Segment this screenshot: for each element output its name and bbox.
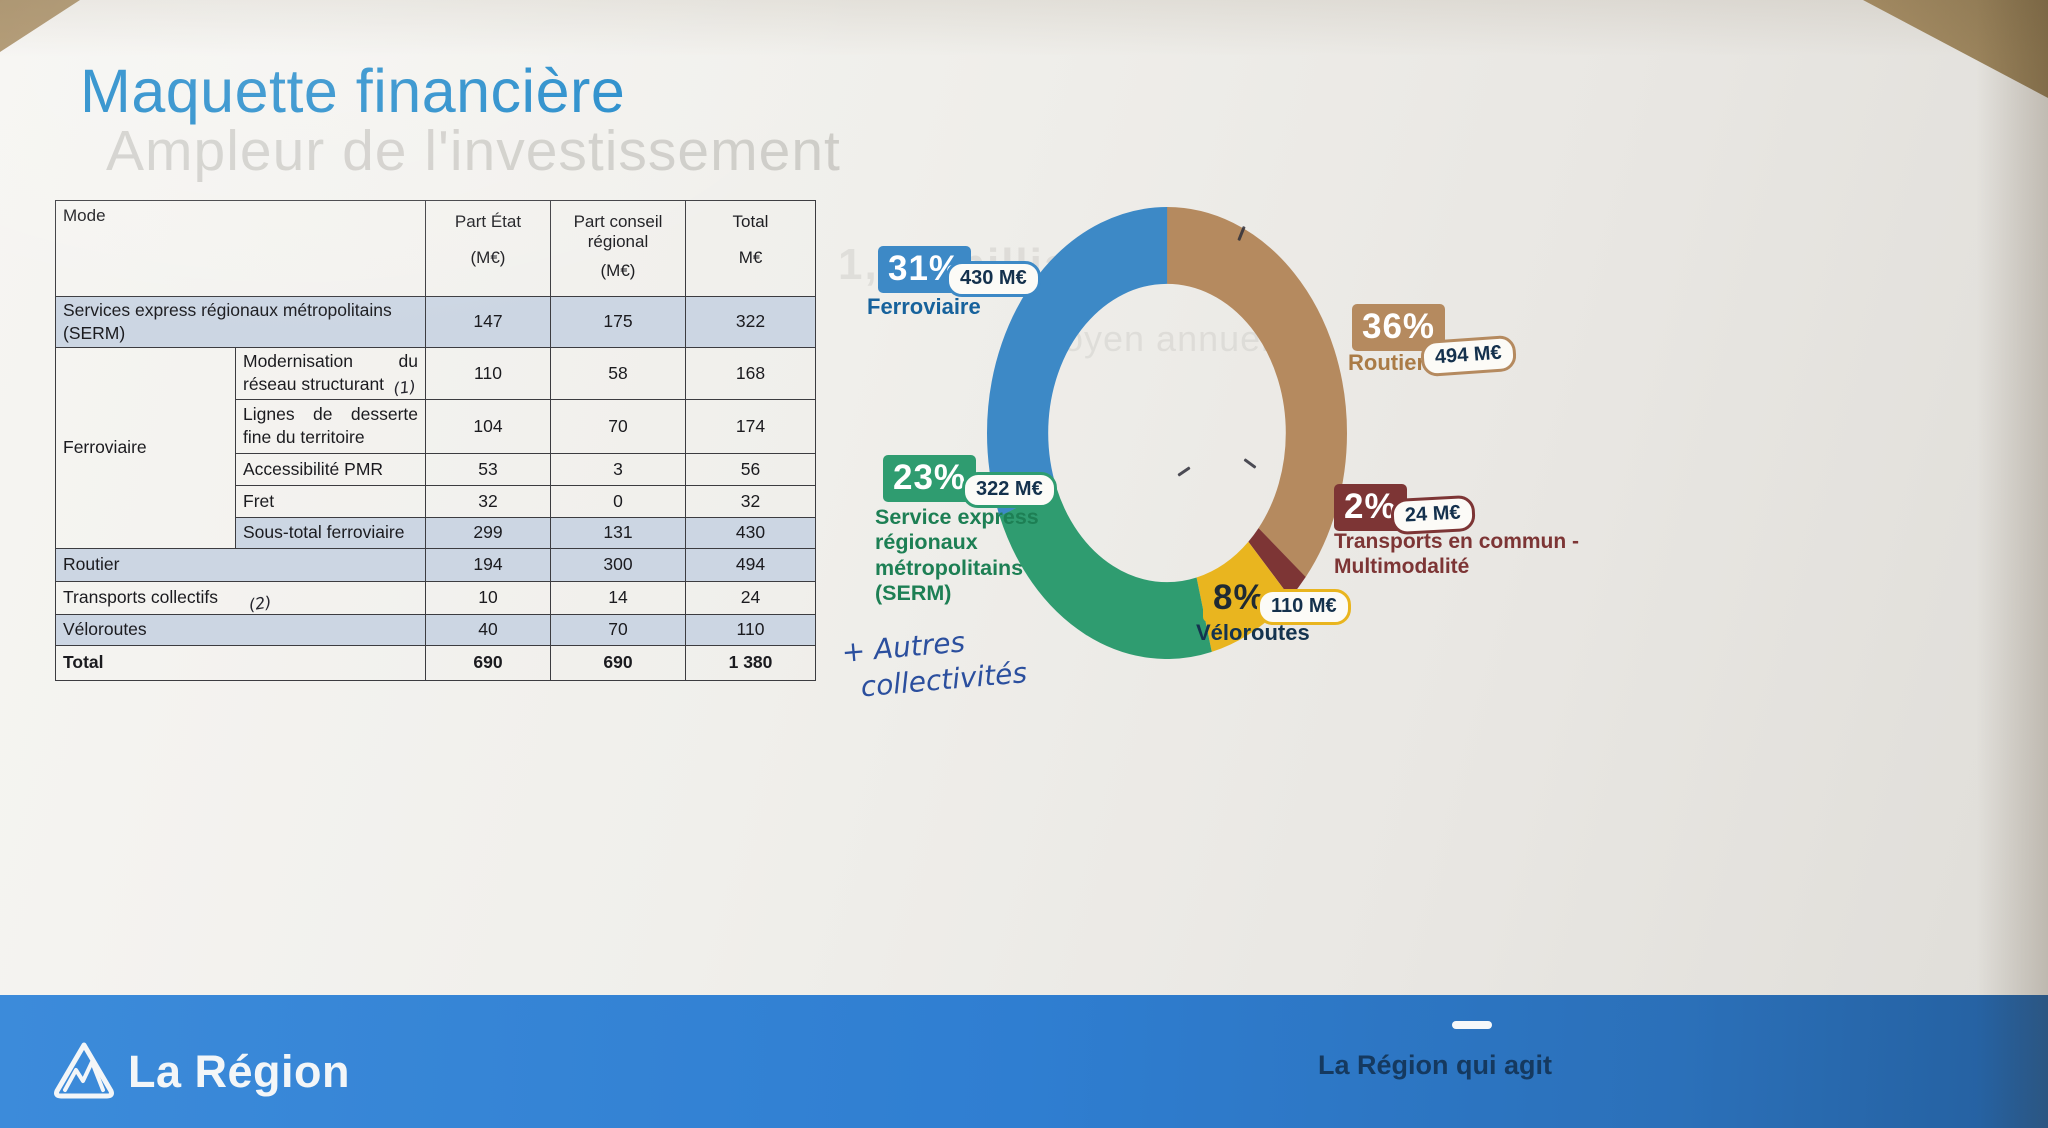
cell-part-etat: 147 [425, 296, 551, 348]
segment-label-multimodalite: Transports en commun - Multimodalité [1334, 530, 1580, 578]
amount-pill-serm: 322 M€ [962, 472, 1057, 508]
cell-total: 494 [685, 547, 816, 582]
header-text: Part conseil [573, 212, 663, 231]
segment-label-ferroviaire: Ferroviaire [867, 294, 981, 319]
cell-part-conseil: 70 [550, 613, 686, 646]
cell-part-etat: 299 [425, 516, 551, 549]
header-unit: (M€) [600, 261, 636, 280]
cell-part-etat: 10 [425, 580, 551, 615]
cell-part-etat: 40 [425, 613, 551, 646]
handwritten-footnote-2: (2) [247, 592, 273, 615]
row-veloroutes: Véloroutes 40 70 110 [55, 613, 816, 646]
row-label-text: Véloroutes [63, 619, 147, 640]
cell-part-conseil: 690 [550, 644, 686, 681]
cell-part-conseil: 175 [550, 296, 686, 348]
row-label: Fret [235, 484, 426, 518]
header-text: Mode [63, 206, 106, 225]
cell-total: 24 [685, 580, 816, 615]
row-label: Véloroutes [55, 613, 426, 646]
row-routier: Routier 194 300 494 [55, 547, 816, 582]
row-label-text: Total [63, 652, 104, 673]
cell-part-conseil: 3 [550, 452, 686, 486]
segment-label-routier: Routier [1348, 350, 1425, 375]
cell-part-etat: 32 [425, 484, 551, 518]
row-label-text: Services express régionaux métropolitain… [63, 300, 392, 343]
col-header-part-etat: Part État (M€) [425, 200, 551, 297]
row-ferroviaire-accessibilite: Accessibilité PMR 53 3 56 [56, 452, 816, 486]
col-header-mode: Mode [55, 200, 426, 297]
cell-part-conseil: 300 [550, 547, 686, 582]
cell-part-conseil: 0 [550, 484, 686, 518]
row-ferroviaire-lignes: Lignes de desserte fine du territoire 10… [56, 398, 816, 454]
cell-part-etat: 690 [425, 644, 551, 681]
amount-pill-routier: 494 M€ [1419, 334, 1517, 378]
cell-part-etat: 104 [425, 398, 551, 454]
cell-part-conseil: 58 [550, 346, 686, 400]
donut-segment-1 [987, 207, 1347, 659]
row-label: Services express régionaux métropolitain… [55, 296, 426, 348]
cell-total: 32 [685, 484, 816, 518]
row-label-text: Sous-total ferroviaire [243, 522, 405, 543]
pct-badge-serm: 23% [883, 455, 977, 502]
col-header-total: Total M€ [685, 200, 816, 297]
segment-label-serm: Service express régionaux métropolitains… [875, 505, 1039, 606]
handwritten-footnote-1: (1) [392, 376, 418, 399]
cell-part-conseil: 131 [550, 516, 686, 549]
row-label: Lignes de desserte fine du territoire [235, 398, 426, 454]
header-text: Total [732, 212, 769, 231]
bleed-through-title: Ampleur de l'investissement [106, 119, 841, 183]
cell-part-etat: 110 [425, 346, 551, 400]
group-label-ferroviaire: Ferroviaire [55, 346, 236, 549]
row-label: Total [55, 644, 426, 681]
row-label-text: Transports collectifs [63, 587, 218, 608]
page-title: Maquette financière [80, 57, 626, 125]
header-text: Part État [454, 212, 522, 231]
cell-part-conseil: 70 [550, 398, 686, 454]
row-label: Modernisation du réseau structurant (1) [235, 346, 426, 400]
amount-pill-ferroviaire: 430 M€ [946, 261, 1041, 297]
header-text: régional [587, 232, 649, 251]
col-header-part-conseil: Part conseil régional (M€) [550, 200, 686, 297]
cell-total: 56 [685, 452, 816, 486]
row-label-text: Modernisation du réseau structurant [243, 351, 418, 394]
cell-total: 168 [685, 346, 816, 400]
row-label: Sous-total ferroviaire [235, 516, 426, 549]
financing-table: Mode Part État (M€) Part conseil régiona… [55, 200, 816, 681]
cell-total: 110 [685, 613, 816, 646]
cell-total: 322 [685, 296, 816, 348]
footer-brand: La Région [128, 1046, 351, 1097]
row-transports-collectifs: Transports collectifs (2) 10 14 24 [55, 580, 816, 615]
dash-icon [1452, 1021, 1492, 1029]
header-unit: M€ [738, 248, 763, 267]
cell-part-conseil: 14 [550, 580, 686, 615]
footer-band [0, 995, 2048, 1128]
row-serm: Services express régionaux métropolitain… [55, 296, 816, 348]
row-label-text: Fret [243, 490, 275, 511]
row-label: Routier [55, 547, 426, 582]
row-label-text: Lignes de desserte fine du territoire [243, 404, 418, 447]
row-sous-total-ferroviaire: Sous-total ferroviaire 299 131 430 [56, 516, 816, 549]
cell-total: 1 380 [685, 644, 816, 681]
header-unit: (M€) [470, 248, 506, 267]
row-label-text: Routier [63, 554, 120, 575]
row-ferroviaire-modernisation: Ferroviaire Modernisation du réseau stru… [55, 346, 816, 549]
row-total: Total 690 690 1 380 [55, 644, 816, 681]
amount-pill-veloroutes: 110 M€ [1257, 589, 1351, 625]
footer-tagline: La Région qui agit [1318, 1050, 1552, 1080]
cell-part-etat: 53 [425, 452, 551, 486]
cell-total: 174 [685, 398, 816, 454]
region-logo-icon [54, 1042, 114, 1099]
table-header-row: Mode Part État (M€) Part conseil régiona… [55, 200, 816, 297]
cell-total: 430 [685, 516, 816, 549]
row-label: Accessibilité PMR [235, 452, 426, 486]
cell-part-etat: 194 [425, 547, 551, 582]
row-label: Transports collectifs (2) [55, 580, 426, 615]
segment-label-veloroutes: Véloroutes [1196, 620, 1310, 645]
row-label-text: Accessibilité PMR [243, 458, 384, 479]
